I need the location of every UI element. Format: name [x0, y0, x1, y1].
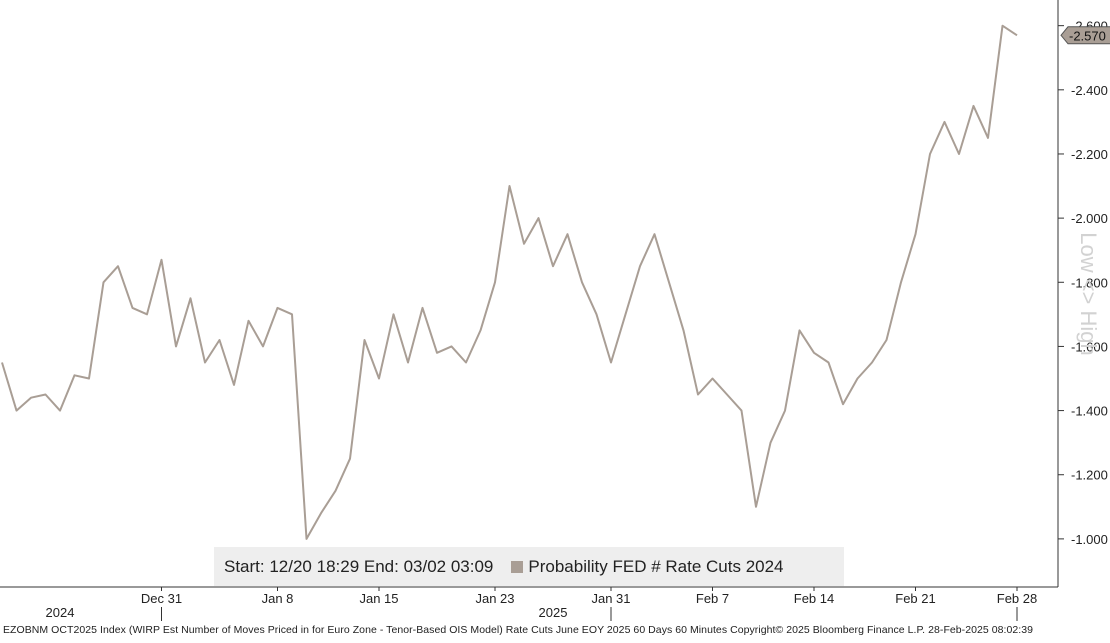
year-label: 2024	[46, 605, 75, 620]
x-tick-label: Feb 28	[997, 591, 1037, 606]
y-tick-label: -1.600	[1071, 339, 1108, 354]
y-tick-label: -2.400	[1071, 83, 1108, 98]
y-tick-label: -1.200	[1071, 468, 1108, 483]
low-high-label: Low <> High	[1076, 232, 1101, 356]
y-tick-label: -1.800	[1071, 275, 1108, 290]
x-tick-label: Feb 21	[895, 591, 935, 606]
last-value-tag	[1060, 26, 1110, 45]
x-tick-label: Jan 15	[359, 591, 398, 606]
legend-swatch	[511, 560, 524, 573]
series-line	[1, 24, 1018, 540]
x-tick-label: Feb 7	[696, 591, 729, 606]
x-tick-label: Feb 14	[794, 591, 834, 606]
year-label: 2025	[539, 605, 568, 620]
y-tick-label: -2.200	[1071, 147, 1108, 162]
x-tick-label: Jan 8	[262, 591, 294, 606]
y-tick-label: -2.000	[1071, 211, 1108, 226]
legend-series-label: Probability FED # Rate Cuts 2024	[528, 556, 784, 576]
y-tick-label: -1.400	[1071, 404, 1108, 419]
footer-text: EZOBNM OCT2025 Index (WIRP Est Number of…	[3, 624, 1034, 636]
x-tick-label: Dec 31	[141, 591, 182, 606]
last-value-label: -2.570	[1069, 28, 1106, 43]
y-tick-label: -1.000	[1071, 532, 1108, 547]
date-range-text: Start: 12/20 18:29 End: 03/02 03:09	[224, 556, 494, 576]
x-tick-label: Jan 23	[475, 591, 514, 606]
x-tick-label: Jan 31	[591, 591, 630, 606]
legend-box: Start: 12/20 18:29 End: 03/02 03:09 Prob…	[214, 547, 844, 586]
